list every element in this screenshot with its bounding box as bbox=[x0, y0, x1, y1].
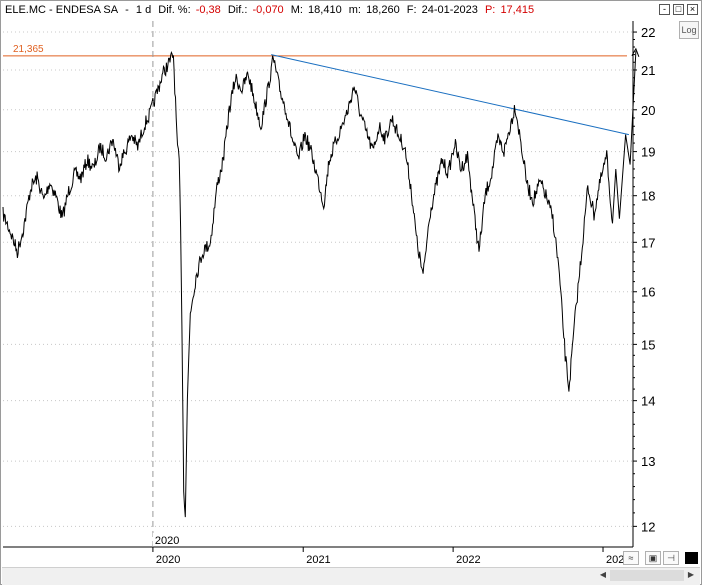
restore-button[interactable]: □ bbox=[673, 4, 684, 15]
y-tick-label: 15 bbox=[641, 337, 655, 352]
price-series bbox=[2, 51, 613, 518]
y-tick-label: 13 bbox=[641, 454, 655, 469]
dif-value: -0,070 bbox=[252, 4, 284, 16]
projection-layer bbox=[612, 47, 640, 224]
projection-arrowhead bbox=[631, 47, 640, 57]
dif-label: Dif.: bbox=[227, 4, 248, 16]
max-label: M: bbox=[290, 4, 303, 16]
y-tick-label: 17 bbox=[641, 235, 655, 250]
projection-path bbox=[612, 50, 637, 224]
overlay-icon[interactable]: ≈ bbox=[623, 551, 639, 565]
cursor-date-label: 2020 bbox=[155, 535, 179, 547]
y-axis: 12 13 14 15 16 17 18 19 20 21 22 bbox=[632, 21, 655, 547]
y-tick-label: 20 bbox=[641, 103, 655, 118]
y-tick-label: 19 bbox=[641, 145, 655, 160]
y-tick-label: 16 bbox=[641, 285, 655, 300]
dif-pct-label: Dif. %: bbox=[158, 4, 191, 16]
x-axis: 2020 2021 2022 2023 bbox=[3, 546, 633, 566]
scroll-left-icon[interactable]: ◀ bbox=[599, 570, 607, 579]
save-icon[interactable]: ▣ bbox=[645, 551, 661, 565]
ticker-label: ELE.MC - ENDESA SA bbox=[5, 4, 119, 16]
pin-icon[interactable]: ⊣ bbox=[663, 551, 679, 565]
max-value: 18,410 bbox=[308, 4, 342, 16]
close-button[interactable]: × bbox=[687, 4, 698, 15]
resistance-label: 21,365 bbox=[13, 44, 44, 55]
scroll-thumb[interactable] bbox=[610, 570, 684, 581]
color-swatch[interactable] bbox=[685, 552, 698, 564]
y-tick-label: 12 bbox=[641, 519, 655, 534]
x-tick-label: 2020 bbox=[156, 554, 180, 566]
y-tick-label: 22 bbox=[641, 25, 655, 40]
trendline bbox=[271, 54, 630, 136]
min-label: m: bbox=[348, 4, 361, 16]
cursor-layer: 2020 bbox=[152, 21, 181, 547]
horizontal-scrollbar[interactable]: ◀ ▶ bbox=[2, 567, 700, 585]
x-tick-label: 2022 bbox=[456, 554, 480, 566]
minimize-button[interactable]: - bbox=[659, 4, 670, 15]
cursor-label-box bbox=[152, 533, 181, 546]
price-label: P: bbox=[484, 4, 496, 16]
trendline-layer bbox=[271, 54, 630, 136]
date-value: 24-01-2023 bbox=[421, 4, 478, 16]
min-value: 18,260 bbox=[366, 4, 400, 16]
log-scale-button[interactable]: Log bbox=[679, 21, 699, 39]
title-separator: - bbox=[125, 4, 129, 16]
y-tick-label: 21 bbox=[641, 63, 655, 78]
x-tick-label: 2021 bbox=[306, 554, 330, 566]
y-tick-label: 14 bbox=[641, 394, 655, 409]
price-value: 17,415 bbox=[500, 4, 535, 16]
resistance-level: 21,365 bbox=[3, 44, 627, 57]
title-bar: ELE.MC - ENDESA SA - 1 d Dif. %: -0,38 D… bbox=[2, 2, 700, 19]
scroll-right-icon[interactable]: ▶ bbox=[687, 570, 695, 579]
price-series-layer bbox=[2, 51, 613, 518]
interval-label: 1 d bbox=[135, 4, 152, 16]
dif-pct-value: -0,38 bbox=[195, 4, 221, 16]
grid bbox=[3, 31, 633, 527]
date-label: F: bbox=[406, 4, 417, 16]
y-tick-label: 18 bbox=[641, 189, 655, 204]
